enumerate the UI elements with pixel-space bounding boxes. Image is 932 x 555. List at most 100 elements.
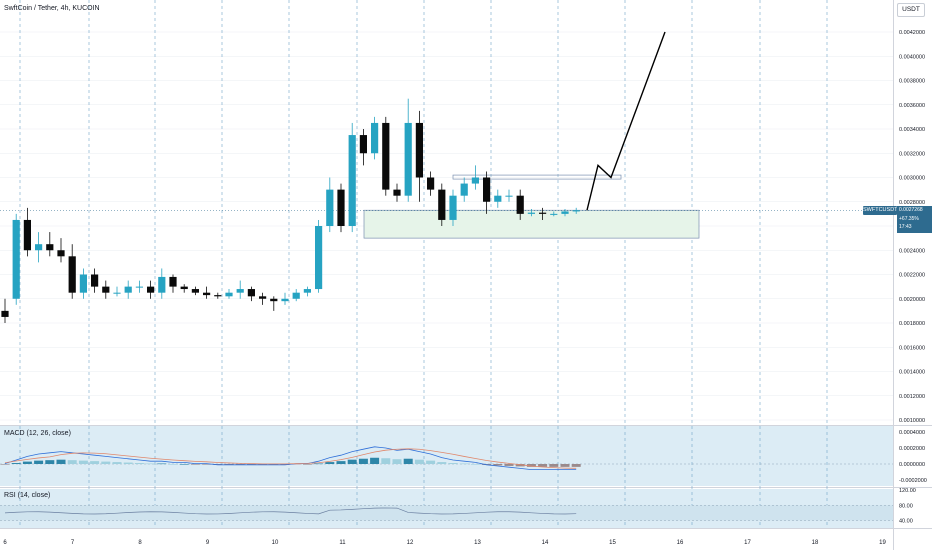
macd-histogram-bar — [0, 464, 10, 465]
symbol-price-tag: SWFTCUSDT — [863, 206, 898, 215]
candle-body — [102, 286, 110, 293]
candle-body — [303, 289, 311, 293]
macd-legend[interactable]: MACD (12, 26, close) — [4, 430, 71, 437]
candle-body — [203, 292, 211, 296]
candle-body — [35, 244, 43, 251]
rsi-legend[interactable]: RSI (14, close) — [4, 492, 51, 499]
macd-histogram-bar — [134, 463, 144, 464]
macd-histogram-bar — [381, 458, 391, 464]
time-tick-label: 14 — [542, 540, 549, 546]
macd-histogram-bar — [571, 464, 581, 467]
price-tick-label: 0.0034000 — [899, 127, 925, 133]
macd-histogram-bar — [560, 464, 570, 467]
macd-histogram-bar — [392, 459, 402, 464]
time-tick-label: 6 — [3, 540, 7, 546]
macd-histogram-bar — [22, 461, 32, 464]
time-tick-label: 19 — [879, 540, 886, 546]
time-tick-label: 10 — [272, 540, 279, 546]
candle-body — [326, 189, 334, 226]
macd-histogram-bar — [448, 463, 458, 464]
candle-body — [68, 256, 76, 293]
macd-histogram-bar — [11, 463, 21, 464]
price-tick-label: 0.0014000 — [899, 370, 925, 376]
candle-body — [225, 292, 233, 297]
candle-body — [427, 177, 435, 190]
candle-body — [438, 189, 446, 220]
macd-histogram-bar — [437, 462, 447, 464]
candle-body — [527, 212, 535, 214]
macd-histogram-bar — [549, 464, 559, 467]
time-tick-label: 12 — [407, 540, 414, 546]
time-tick-label: 11 — [339, 540, 346, 546]
currency-button[interactable]: USDT — [897, 3, 925, 17]
macd-tick-label: 0.0002000 — [899, 446, 925, 452]
price-tick-label: 0.0040000 — [899, 54, 925, 60]
price-tick-label: 0.0030000 — [899, 176, 925, 182]
candle-body — [315, 226, 323, 290]
macd-histogram-bar — [414, 459, 424, 464]
macd-histogram-bar — [526, 464, 536, 467]
macd-histogram-bar — [358, 458, 368, 464]
price-axis-area — [893, 0, 932, 550]
candle-body — [539, 212, 547, 214]
price-tick-label: 0.0018000 — [899, 321, 925, 327]
price-tick-label: 0.0036000 — [899, 103, 925, 109]
candle-body — [79, 274, 87, 293]
candle-body — [91, 274, 99, 287]
macd-histogram-bar — [90, 461, 100, 464]
macd-histogram-bar — [190, 464, 200, 465]
candle-body — [348, 135, 356, 226]
candle-body — [371, 122, 379, 154]
candle-body — [180, 286, 188, 290]
price-tick-label: 0.0038000 — [899, 79, 925, 85]
macd-histogram-bar — [123, 462, 133, 464]
macd-histogram-bar — [56, 459, 66, 464]
time-tick-label: 16 — [677, 540, 684, 546]
symbol-legend[interactable]: SwftCoin / Tether, 4h, KUCOIN — [4, 5, 100, 12]
macd-histogram-bar — [459, 463, 469, 465]
macd-histogram-bar — [157, 463, 167, 465]
candle-body — [550, 213, 558, 215]
candle-body — [247, 289, 255, 297]
macd-pane-bg — [0, 426, 893, 486]
candle-body — [359, 135, 367, 154]
macd-histogram-bar — [370, 457, 380, 464]
candle-body — [281, 298, 289, 302]
candle-body — [292, 292, 300, 299]
macd-histogram-bar — [146, 463, 156, 465]
macd-tick-label: 0.0004000 — [899, 430, 925, 436]
candle-body — [158, 276, 166, 293]
rsi-tick-label: 40.00 — [899, 519, 913, 525]
macd-histogram-bar — [426, 460, 436, 464]
price-tick-label: 0.0028000 — [899, 200, 925, 206]
time-tick-label: 18 — [812, 540, 819, 546]
projection-path — [586, 31, 666, 211]
macd-histogram-bar — [314, 463, 324, 465]
candle-body — [404, 122, 412, 196]
resistance-box — [452, 174, 622, 180]
macd-histogram-bar — [504, 464, 514, 466]
macd-histogram-bar — [78, 460, 88, 464]
candle-body — [471, 177, 479, 184]
macd-histogram-bar — [45, 460, 55, 464]
candle-body — [12, 219, 20, 299]
rsi-line — [4, 507, 577, 515]
price-tick-label: 0.0016000 — [899, 345, 925, 351]
macd-histogram-bar — [515, 464, 525, 467]
candle-body — [1, 310, 9, 317]
candle-body — [561, 211, 569, 214]
macd-histogram-bar — [67, 460, 77, 464]
macd-histogram-bar — [403, 458, 413, 464]
macd-line — [4, 446, 577, 471]
time-tick-label: 9 — [206, 540, 210, 546]
macd-tick-label: -0.0002000 — [899, 478, 927, 484]
price-tick-label: 0.0020000 — [899, 297, 925, 303]
price-tick-label: 0.0032000 — [899, 151, 925, 157]
macd-histogram-bar — [336, 461, 346, 464]
price-tick-label: 0.0022000 — [899, 273, 925, 279]
time-tick-label: 8 — [138, 540, 142, 546]
candle-body — [23, 219, 31, 251]
candle-body — [236, 289, 244, 293]
